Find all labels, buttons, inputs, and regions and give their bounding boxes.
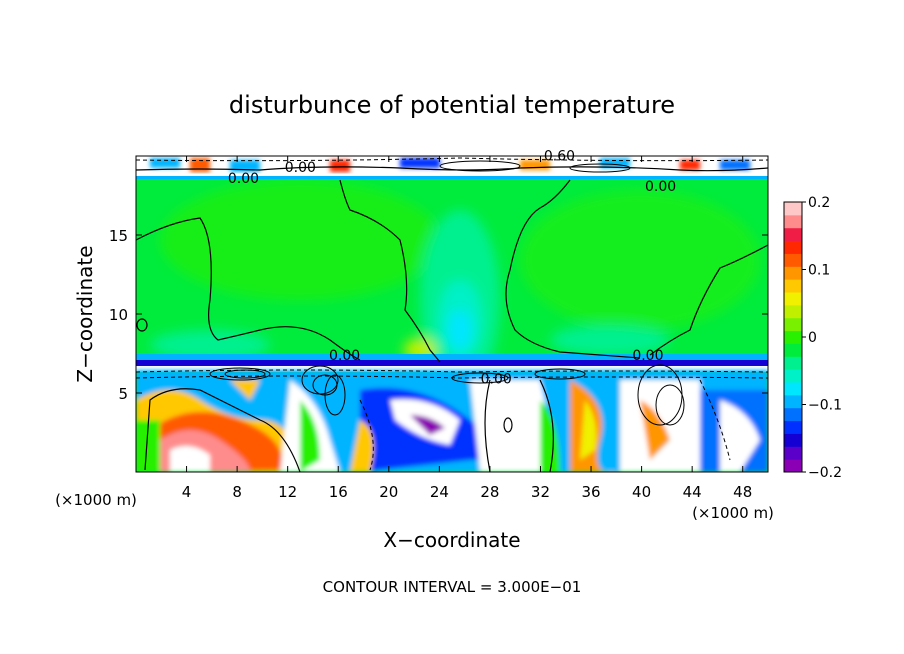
contour-closed-lower [503,417,513,433]
colorbar-tick-label-3: −0.1 [808,398,842,414]
x-tick-label-5: 24 [430,483,449,501]
tropopause-band-blue [136,360,768,366]
contour-label-5: 0.00 [632,348,663,364]
y-axis-label: Z−coordinate [73,245,97,382]
contour-label-2: 0.00 [228,171,259,187]
contour-closed-small [136,318,148,332]
x-tick-label-2: 12 [278,483,297,501]
contour-zero-lower-right [539,379,554,472]
colorbar-swatch-8 [784,356,802,370]
colorbar-swatch-11 [784,317,802,332]
colorbar-swatch-14 [784,279,802,293]
x-tick-label-1: 8 [232,483,242,501]
contour-label-4: 0.00 [329,348,360,364]
contour-lines [136,166,768,472]
colorbar-swatch-0 [784,459,802,473]
tropopause-band-cyan [136,354,768,364]
x-tick-label-7: 32 [531,483,550,501]
colorbar-swatch-3 [784,420,802,434]
x-tick-label-6: 28 [480,483,499,501]
colorbar-swatch-19 [784,214,802,229]
x-unit-left: (×1000 m) [55,491,137,509]
y-tick-label-0: 5 [118,385,128,403]
x-tick-label-11: 48 [733,483,752,501]
contour-interval-note: CONTOUR INTERVAL = 3.000E−01 [323,578,582,596]
colorbar-tick-label-4: −0.2 [808,465,842,481]
contour-zero-lower [144,388,301,472]
colorbar-swatch-15 [784,266,802,280]
contour-zero-far-right [649,244,768,356]
y-tick-label-1: 10 [109,306,128,324]
colorbar-swatch-18 [784,227,802,242]
colorbar-swatch-7 [784,369,802,383]
contour-clusters [209,160,685,426]
colorbar: 0.2 0.1 0 −0.1 −0.2 [783,195,842,481]
x-tick-label-0: 4 [182,483,192,501]
chart-title: disturbunce of potential temperature [229,91,675,119]
x-tick-label-3: 16 [329,483,348,501]
colorbar-swatch-17 [784,240,802,254]
contour-label-0: 0.00 [285,160,316,176]
y-tick-label-2: 15 [109,227,128,245]
colorbar-swatch-12 [784,304,802,319]
x-axis-label: X−coordinate [383,528,520,552]
top-sponge-edge [136,176,768,179]
plot-area [136,156,768,472]
colorbar-swatch-13 [784,292,802,306]
contour-zero-upper [339,179,441,363]
contour-labels: 0.00 0.60 0.00 0.00 0.00 0.00 0.00 [228,149,676,388]
colorbar-tick-label-0: 0.2 [808,195,830,211]
x-axis: 4 8 12 16 20 24 28 32 36 40 44 48 [182,156,752,501]
tropopause-band-white [136,366,768,372]
contour-label-3: 0.00 [645,179,676,195]
colorbar-swatch-9 [784,343,802,357]
contour-zero-left [136,217,361,361]
contour-label-1: 0.60 [544,149,575,165]
colorbar-swatch-1 [784,446,802,460]
lower-turbulent-region [136,370,768,472]
x-tick-label-9: 40 [632,483,651,501]
x-tick-label-10: 44 [683,483,702,501]
x-tick-label-4: 20 [379,483,398,501]
y-axis: 5 10 15 [109,227,768,403]
colorbar-swatch-10 [784,330,802,344]
contour-label-6: 0.00 [481,372,512,388]
colorbar-swatch-5 [784,394,802,409]
colorbar-tick-label-2: 0 [808,330,817,346]
top-sponge-colors [150,158,750,172]
x-tick-label-8: 36 [581,483,600,501]
colorbar-swatch-20 [784,202,802,216]
contour-zero-right [505,179,641,359]
colorbar-swatch-6 [784,382,802,396]
colorbar-swatch-4 [784,407,802,422]
colorbar-tick-label-1: 0.1 [808,263,830,279]
colorbar-swatch-2 [784,433,802,447]
contour-zero-lower-mid [484,379,491,472]
colorbar-swatch-16 [784,253,802,267]
x-unit-right: (×1000 m) [692,504,774,522]
